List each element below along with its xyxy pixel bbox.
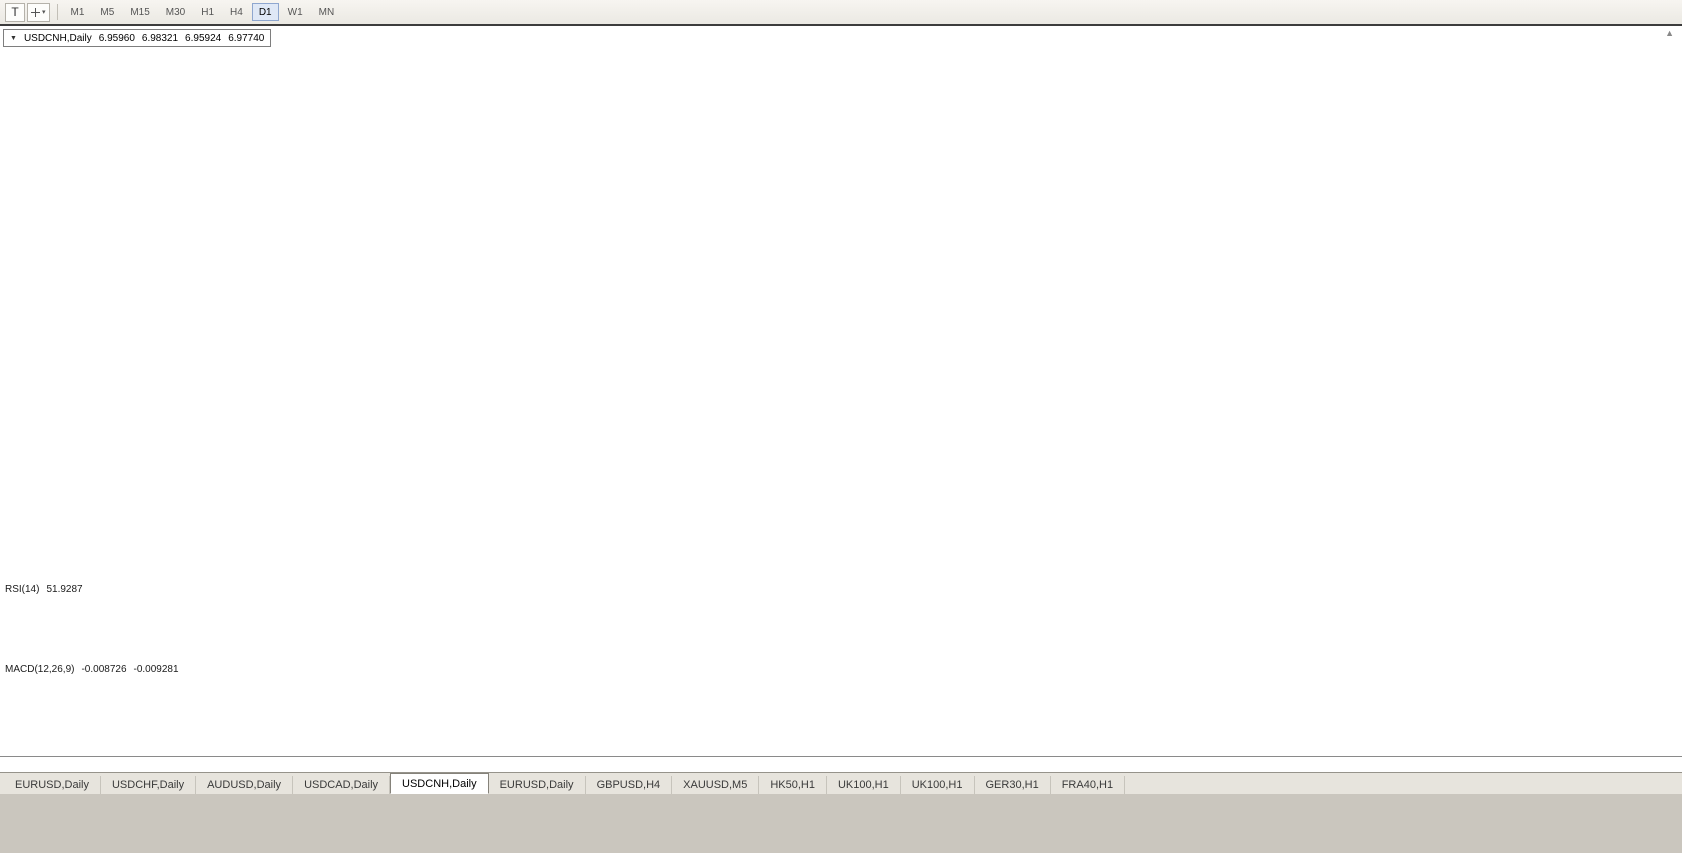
rsi-current-value: 51.9287 (46, 584, 83, 595)
close-value: 6.97740 (228, 32, 265, 44)
cursor-tool-button[interactable]: ▾ (27, 2, 50, 22)
timeframe-button-m5[interactable]: M5 (100, 6, 115, 18)
timeframe-button-w1[interactable]: W1 (287, 6, 303, 18)
macd-pane[interactable]: MACD(12,26,9) -0.008726 -0.009281 (0, 662, 1682, 756)
crosshair-icon (31, 7, 40, 17)
quote-header[interactable]: ▼ USDCNH,Daily 6.95960 6.98321 6.95924 6… (3, 29, 272, 47)
chart-tab-usdcnh-daily[interactable]: USDCNH,Daily (390, 773, 489, 794)
chart-tab-uk100-h1[interactable]: UK100,H1 (827, 776, 901, 794)
timeframe-button-m15[interactable]: M15 (130, 6, 150, 18)
chart-tab-usdcad-daily[interactable]: USDCAD,Daily (293, 776, 391, 794)
macd-header: MACD(12,26,9) -0.008726 -0.009281 (5, 664, 179, 675)
price-chart-pane[interactable]: ▼ USDCNH,Daily 6.95960 6.98321 6.95924 6… (0, 26, 1682, 582)
scroll-up-icon[interactable]: ▲ (1665, 28, 1674, 38)
date-axis[interactable] (0, 756, 1682, 774)
timeframe-button-mn[interactable]: MN (318, 6, 335, 18)
chart-tab-eurusd-daily[interactable]: EURUSD,Daily (4, 776, 101, 794)
low-value: 6.95924 (185, 32, 222, 44)
rsi-header: RSI(14) 51.9287 (5, 584, 83, 595)
chart-tab-fra40-h1[interactable]: FRA40,H1 (1051, 776, 1126, 794)
rsi-canvas (0, 582, 1682, 662)
macd-main-value: -0.008726 (81, 664, 127, 675)
open-value: 6.95960 (98, 32, 135, 44)
toolbar: T ▾ M1 M5 M15 M30 H1 H4 D1 W1 MN (0, 0, 1682, 25)
chart-window: ▼ USDCNH,Daily 6.95960 6.98321 6.95924 6… (0, 24, 1682, 774)
chart-tab-xauusd-m5[interactable]: XAUUSD,M5 (672, 776, 760, 794)
collapse-icon: ▼ (10, 34, 17, 42)
high-value: 6.98321 (141, 32, 179, 44)
macd-canvas (0, 662, 1682, 756)
macd-name: MACD(12,26,9) (5, 664, 75, 675)
symbol-period-label: USDCNH,Daily (23, 32, 92, 44)
chart-tab-audusd-daily[interactable]: AUDUSD,Daily (196, 776, 294, 794)
chart-tab-ger30-h1[interactable]: GER30,H1 (975, 776, 1051, 794)
chart-tab-usdchf-daily[interactable]: USDCHF,Daily (101, 776, 197, 794)
chart-tab-bar: EURUSD,Daily USDCHF,Daily AUDUSD,Daily USDC… (0, 772, 1682, 794)
timeframe-button-d1[interactable]: D1 (251, 3, 279, 21)
chart-tab-hk50-h1[interactable]: HK50,H1 (759, 776, 827, 794)
timeframe-button-m1[interactable]: M1 (70, 6, 85, 18)
timeframe-button-m30[interactable]: M30 (165, 6, 186, 18)
timeframe-button-h1[interactable]: H1 (201, 6, 215, 18)
chevron-down-icon: ▾ (42, 8, 46, 16)
price-axis[interactable] (1532, 26, 1682, 756)
macd-signal-value: -0.009281 (133, 664, 179, 675)
timeframe-toolbar: M1 M5 M15 M30 H1 H4 D1 W1 MN (64, 3, 342, 21)
toolbar-separator (56, 4, 58, 20)
text-tool-button[interactable]: T (5, 2, 25, 22)
rsi-name: RSI(14) (5, 584, 40, 595)
status-bar (0, 794, 1682, 853)
chart-tab-uk100-h1[interactable]: UK100,H1 (901, 776, 975, 794)
chart-tab-gbpusd-h4[interactable]: GBPUSD,H4 (586, 776, 673, 794)
price-chart-canvas (0, 26, 1682, 582)
timeframe-button-h4[interactable]: H4 (230, 6, 243, 18)
chart-tab-eurusd-daily[interactable]: EURUSD,Daily (489, 776, 586, 794)
rsi-pane[interactable]: RSI(14) 51.9287 (0, 582, 1682, 662)
